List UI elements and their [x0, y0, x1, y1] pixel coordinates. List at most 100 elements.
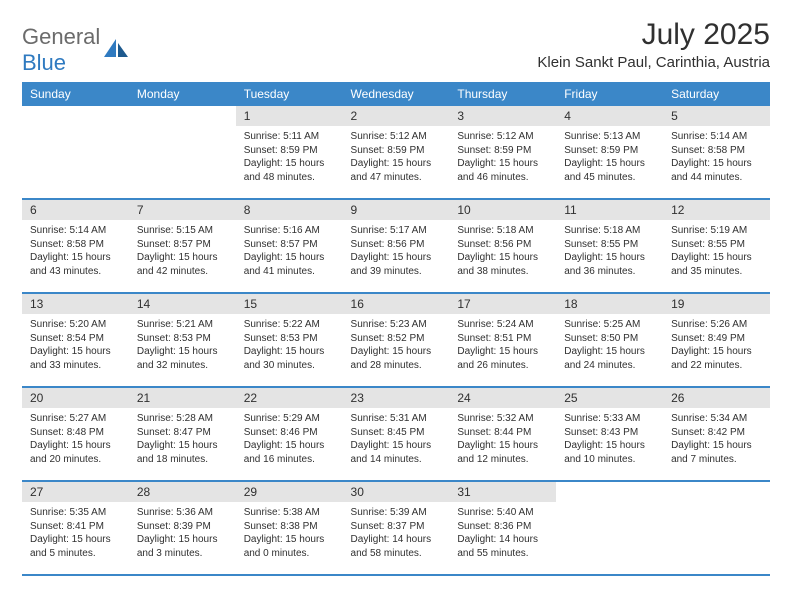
day-number: 10	[449, 199, 556, 220]
sunset-line: Sunset: 8:55 PM	[564, 238, 655, 252]
sunrise-line: Sunrise: 5:39 AM	[351, 506, 442, 520]
day-number: 16	[343, 293, 450, 314]
sunset-line: Sunset: 8:52 PM	[351, 332, 442, 346]
sunrise-line: Sunrise: 5:29 AM	[244, 412, 335, 426]
day-number	[129, 106, 236, 126]
daynum-row: 2728293031	[22, 481, 770, 502]
location: Klein Sankt Paul, Carinthia, Austria	[537, 54, 770, 71]
sunset-line: Sunset: 8:50 PM	[564, 332, 655, 346]
day-header: Monday	[129, 82, 236, 106]
daylight-line-1: Daylight: 15 hours	[671, 345, 762, 359]
daylight-line-2: and 45 minutes.	[564, 171, 655, 185]
sunset-line: Sunset: 8:54 PM	[30, 332, 121, 346]
daylight-line-1: Daylight: 15 hours	[137, 439, 228, 453]
day-cell: Sunrise: 5:28 AMSunset: 8:47 PMDaylight:…	[129, 408, 236, 481]
sunrise-line: Sunrise: 5:25 AM	[564, 318, 655, 332]
day-cell: Sunrise: 5:20 AMSunset: 8:54 PMDaylight:…	[22, 314, 129, 387]
day-cell: Sunrise: 5:15 AMSunset: 8:57 PMDaylight:…	[129, 220, 236, 293]
day-number: 21	[129, 387, 236, 408]
daylight-line-2: and 38 minutes.	[457, 265, 548, 279]
daylight-line-1: Daylight: 15 hours	[244, 439, 335, 453]
day-body-row: Sunrise: 5:27 AMSunset: 8:48 PM Daylight:…	[22, 408, 770, 481]
sunset-line: Sunset: 8:39 PM	[137, 520, 228, 534]
daylight-line-1: Daylight: 15 hours	[671, 251, 762, 265]
daylight-line-2: and 3 minutes.	[137, 547, 228, 561]
sunrise-line: Sunrise: 5:21 AM	[137, 318, 228, 332]
day-cell	[663, 502, 770, 575]
daylight-line-2: and 32 minutes.	[137, 359, 228, 373]
sunset-line: Sunset: 8:58 PM	[671, 144, 762, 158]
daylight-line-1: Daylight: 15 hours	[351, 251, 442, 265]
day-cell: Sunrise: 5:33 AMSunset: 8:43 PMDaylight:…	[556, 408, 663, 481]
sunset-line: Sunset: 8:53 PM	[244, 332, 335, 346]
sunset-line: Sunset: 8:57 PM	[244, 238, 335, 252]
sunset-line: Sunset: 8:45 PM	[351, 426, 442, 440]
day-number: 18	[556, 293, 663, 314]
day-header: Tuesday	[236, 82, 343, 106]
sunrise-line: Sunrise: 5:12 AM	[351, 130, 442, 144]
day-body-row: Sunrise: 5:11 AMSunset: 8:59 PMDaylight:…	[22, 126, 770, 199]
daylight-line-1: Daylight: 15 hours	[244, 533, 335, 547]
sunrise-line: Sunrise: 5:33 AM	[564, 412, 655, 426]
sunset-line: Sunset: 8:51 PM	[457, 332, 548, 346]
daynum-row: 13141516171819	[22, 293, 770, 314]
day-number	[22, 106, 129, 126]
daylight-line-1: Daylight: 15 hours	[564, 345, 655, 359]
day-number: 9	[343, 199, 450, 220]
day-number: 25	[556, 387, 663, 408]
sunrise-line: Sunrise: 5:17 AM	[351, 224, 442, 238]
daylight-line-2: and 26 minutes.	[457, 359, 548, 373]
day-cell: Sunrise: 5:12 AMSunset: 8:59 PMDaylight:…	[449, 126, 556, 199]
sunset-line: Sunset: 8:49 PM	[671, 332, 762, 346]
daynum-row: 6789101112	[22, 199, 770, 220]
sunrise-line: Sunrise: 5:11 AM	[244, 130, 335, 144]
day-number: 13	[22, 293, 129, 314]
day-number	[663, 481, 770, 502]
sunset-line: Sunset: 8:48 PM	[30, 426, 121, 440]
day-number: 28	[129, 481, 236, 502]
sunrise-line: Sunrise: 5:13 AM	[564, 130, 655, 144]
day-cell: Sunrise: 5:32 AMSunset: 8:44 PMDaylight:…	[449, 408, 556, 481]
day-number: 26	[663, 387, 770, 408]
daylight-line-1: Daylight: 15 hours	[564, 439, 655, 453]
daylight-line-2: and 12 minutes.	[457, 453, 548, 467]
sunset-line: Sunset: 8:46 PM	[244, 426, 335, 440]
day-cell: Sunrise: 5:31 AMSunset: 8:45 PMDaylight:…	[343, 408, 450, 481]
sunrise-line: Sunrise: 5:26 AM	[671, 318, 762, 332]
sunrise-line: Sunrise: 5:12 AM	[457, 130, 548, 144]
title-block: July 2025 Klein Sankt Paul, Carinthia, A…	[537, 18, 770, 71]
day-cell: Sunrise: 5:26 AMSunset: 8:49 PMDaylight:…	[663, 314, 770, 387]
day-header: Wednesday	[343, 82, 450, 106]
day-cell: Sunrise: 5:27 AMSunset: 8:48 PMDaylight:…	[22, 408, 129, 481]
calendar-table: SundayMondayTuesdayWednesdayThursdayFrid…	[22, 82, 770, 576]
sunset-line: Sunset: 8:42 PM	[671, 426, 762, 440]
daylight-line-2: and 14 minutes.	[351, 453, 442, 467]
daylight-line-2: and 5 minutes.	[30, 547, 121, 561]
sunset-line: Sunset: 8:36 PM	[457, 520, 548, 534]
day-number: 24	[449, 387, 556, 408]
sunset-line: Sunset: 8:41 PM	[30, 520, 121, 534]
daylight-line-2: and 20 minutes.	[30, 453, 121, 467]
sunrise-line: Sunrise: 5:15 AM	[137, 224, 228, 238]
day-cell: Sunrise: 5:19 AMSunset: 8:55 PMDaylight:…	[663, 220, 770, 293]
logo-text-2: Blue	[22, 50, 66, 75]
sunrise-line: Sunrise: 5:27 AM	[30, 412, 121, 426]
daylight-line-1: Daylight: 15 hours	[457, 345, 548, 359]
day-number: 8	[236, 199, 343, 220]
day-cell: Sunrise: 5:40 AMSunset: 8:36 PMDaylight:…	[449, 502, 556, 575]
day-number: 23	[343, 387, 450, 408]
daylight-line-2: and 44 minutes.	[671, 171, 762, 185]
day-number: 7	[129, 199, 236, 220]
daylight-line-1: Daylight: 14 hours	[457, 533, 548, 547]
sunset-line: Sunset: 8:44 PM	[457, 426, 548, 440]
day-number: 19	[663, 293, 770, 314]
day-cell: Sunrise: 5:17 AMSunset: 8:56 PMDaylight:…	[343, 220, 450, 293]
day-number: 20	[22, 387, 129, 408]
daylight-line-1: Daylight: 15 hours	[351, 345, 442, 359]
daylight-line-2: and 24 minutes.	[564, 359, 655, 373]
sunrise-line: Sunrise: 5:38 AM	[244, 506, 335, 520]
sunrise-line: Sunrise: 5:28 AM	[137, 412, 228, 426]
daylight-line-1: Daylight: 15 hours	[671, 439, 762, 453]
daylight-line-1: Daylight: 15 hours	[30, 345, 121, 359]
daylight-line-1: Daylight: 15 hours	[457, 439, 548, 453]
